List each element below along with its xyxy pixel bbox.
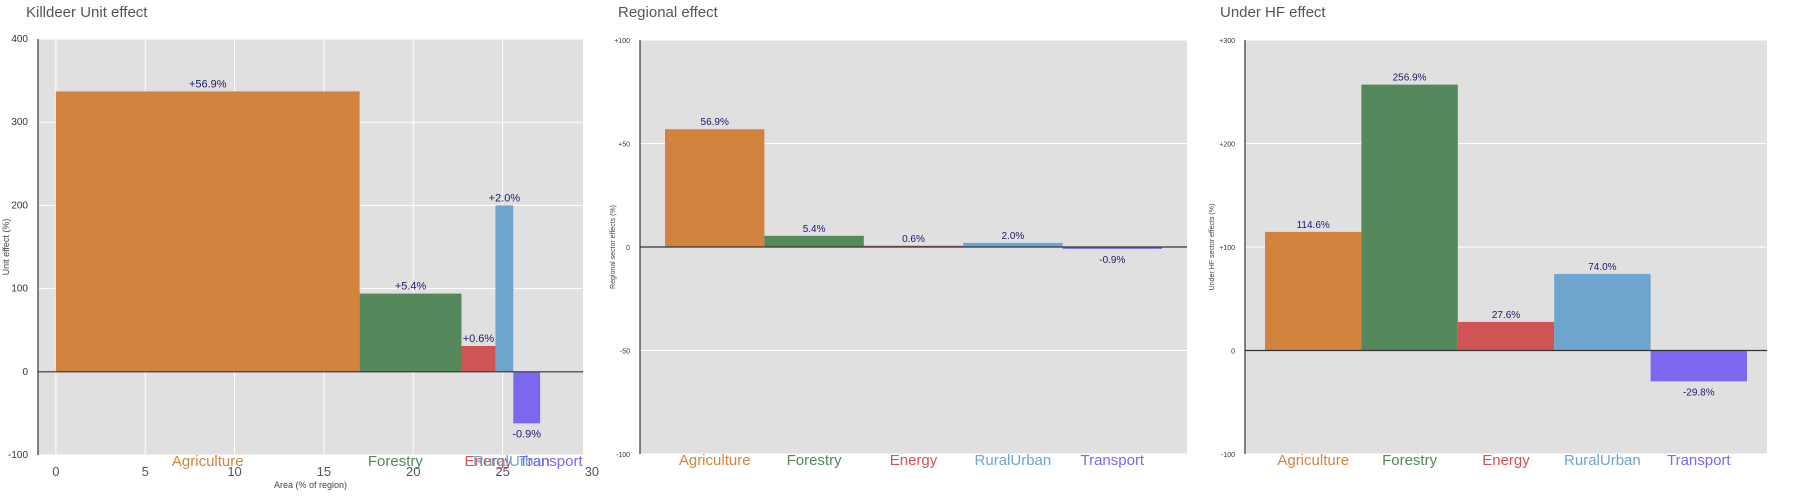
bar-transport: [513, 371, 541, 424]
bar-ruralurban: [1554, 273, 1651, 351]
bar-ruralurban: [495, 205, 514, 372]
y-tick-label: 300: [11, 117, 28, 128]
category-label: RuralUrban: [473, 453, 550, 470]
x-tick-label: 20: [406, 464, 420, 479]
x-tick-label: 5: [142, 464, 149, 479]
y-tick-label: +100: [614, 38, 630, 45]
y-axis-label: Unit effect (%): [1, 219, 11, 276]
data-label: +0.6%: [463, 333, 495, 345]
category-label: Forestry: [368, 453, 424, 470]
y-axis-label: Under HF sector effects (%): [1209, 204, 1216, 291]
data-label: 114.6%: [1297, 220, 1330, 231]
x-tick-label: 15: [317, 464, 331, 479]
bar-energy: [1457, 321, 1555, 351]
y-axis-label: Regional sector effects (%): [610, 205, 617, 289]
panel-regional-effect: Regional effect -100 -50 0 +50 +100 Regional …: [600, 0, 1200, 500]
panel-under-hf-effect: Under HF effect -100 0 +100 +200 +300 Under H…: [1200, 0, 1800, 500]
data-label: -0.9%: [512, 428, 541, 440]
y-tick-label: +50: [618, 142, 630, 149]
y-tick-label: -100: [616, 452, 630, 459]
x-axis-label: Area (% of region): [274, 480, 347, 490]
category-label: Energy: [465, 453, 513, 470]
panel-unit-effect: Killdeer Unit effect -100 0 100 200 300 400 0 5…: [0, 0, 600, 500]
data-label: 74.0%: [1588, 262, 1616, 273]
category-label: Agriculture: [1277, 452, 1349, 469]
category-label: Agriculture: [679, 452, 751, 469]
data-label: -29.8%: [1683, 387, 1715, 398]
category-label: Agriculture: [172, 453, 244, 470]
bar-transport: [1062, 247, 1162, 249]
category-label: Energy: [890, 452, 938, 469]
y-tick-label: -50: [620, 349, 630, 356]
bar-agriculture: [665, 129, 765, 247]
unit-effect-chart: -100 0 100 200 300 400 0 5 10 15 20 25 30 Area (% of …: [1, 34, 599, 490]
y-tick-label: -100: [1221, 452, 1235, 459]
bar-forestry: [1361, 84, 1458, 351]
data-label: +2.0%: [489, 192, 521, 204]
y-tick-label: -100: [8, 450, 28, 461]
x-tick-label: 30: [585, 464, 599, 479]
bar-agriculture: [55, 91, 360, 372]
chart-title: Killdeer Unit effect: [26, 4, 148, 21]
category-label: Transport: [1667, 452, 1731, 469]
y-tick-label: 0: [626, 245, 630, 252]
data-label: +5.4%: [395, 281, 427, 293]
bar-forestry: [764, 235, 864, 247]
data-label: 27.6%: [1492, 310, 1520, 321]
data-label: 56.9%: [701, 117, 729, 128]
category-label: RuralUrban: [1564, 452, 1641, 469]
bar-agriculture: [1265, 231, 1362, 351]
category-label: Forestry: [787, 452, 843, 469]
data-label: 2.0%: [1002, 231, 1025, 242]
data-label: 0.6%: [902, 234, 925, 245]
regional-effect-chart: -100 -50 0 +50 +100 Regional sector effects (…: [610, 38, 1187, 469]
y-tick-label: 100: [11, 284, 28, 295]
category-label: Energy: [1482, 452, 1530, 469]
y-tick-label: +200: [1219, 142, 1235, 149]
y-tick-label: +100: [1219, 245, 1235, 252]
category-label: Transport: [519, 453, 583, 470]
y-tick-label: 400: [11, 34, 28, 45]
y-tick-label: 0: [22, 367, 28, 378]
bar-energy: [461, 346, 496, 372]
under-hf-effect-chart: -100 0 +100 +200 +300 Under HF sector effects…: [1209, 38, 1767, 469]
x-tick-label: 0: [52, 464, 59, 479]
x-tick-label: 25: [495, 464, 509, 479]
y-tick-label: +300: [1219, 38, 1235, 45]
bar-ruralurban: [963, 242, 1063, 247]
y-tick-label: 0: [1231, 349, 1235, 356]
category-label: RuralUrban: [975, 452, 1052, 469]
chart-title: Under HF effect: [1220, 4, 1326, 21]
data-label: 5.4%: [803, 224, 826, 235]
chart-title: Regional effect: [618, 4, 718, 21]
bar-transport: [1650, 350, 1747, 382]
data-label: +56.9%: [189, 78, 227, 90]
data-label: -0.9%: [1099, 255, 1125, 266]
category-label: Transport: [1080, 452, 1144, 469]
y-tick-label: 200: [11, 200, 28, 211]
x-tick-label: 10: [227, 464, 241, 479]
data-label: 256.9%: [1393, 73, 1427, 84]
category-label: Forestry: [1382, 452, 1438, 469]
bar-forestry: [359, 293, 462, 372]
